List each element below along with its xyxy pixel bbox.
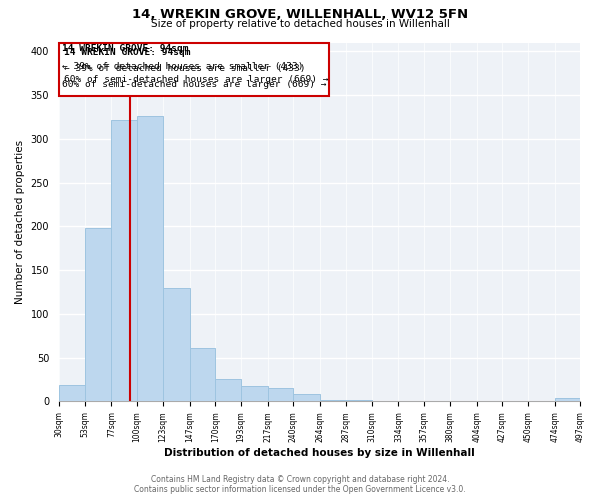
Bar (293, 394, 320, 402)
Bar (137, 116, 163, 402)
Bar (346, 400, 371, 402)
Bar (163, 288, 190, 402)
Bar (241, 386, 268, 402)
Bar (268, 388, 293, 402)
Bar (59, 384, 85, 402)
Y-axis label: Number of detached properties: Number of detached properties (15, 140, 25, 304)
Bar (85, 228, 112, 402)
Text: 60% of semi-detached houses are larger (669) →: 60% of semi-detached houses are larger (… (62, 80, 327, 89)
Bar (215, 380, 241, 402)
Bar (190, 348, 215, 402)
Text: Size of property relative to detached houses in Willenhall: Size of property relative to detached ho… (151, 19, 449, 29)
Text: 14 WREKIN GROVE: 94sqm: 14 WREKIN GROVE: 94sqm (64, 48, 191, 57)
Text: ← 39% of detached houses are smaller (433): ← 39% of detached houses are smaller (43… (62, 62, 304, 72)
Text: 14, WREKIN GROVE, WILLENHALL, WV12 5FN: 14, WREKIN GROVE, WILLENHALL, WV12 5FN (132, 8, 468, 20)
X-axis label: Distribution of detached houses by size in Willenhall: Distribution of detached houses by size … (164, 448, 475, 458)
Text: Contains HM Land Registry data © Crown copyright and database right 2024.
Contai: Contains HM Land Registry data © Crown c… (134, 474, 466, 494)
Text: 14 WREKIN GROVE: 94sqm: 14 WREKIN GROVE: 94sqm (62, 44, 189, 52)
Bar (112, 120, 137, 402)
Text: ← 39% of detached houses are smaller (433)
60% of semi-detached houses are large: ← 39% of detached houses are smaller (43… (64, 64, 329, 84)
Bar (320, 400, 346, 402)
FancyBboxPatch shape (59, 42, 329, 96)
Bar (555, 398, 580, 402)
